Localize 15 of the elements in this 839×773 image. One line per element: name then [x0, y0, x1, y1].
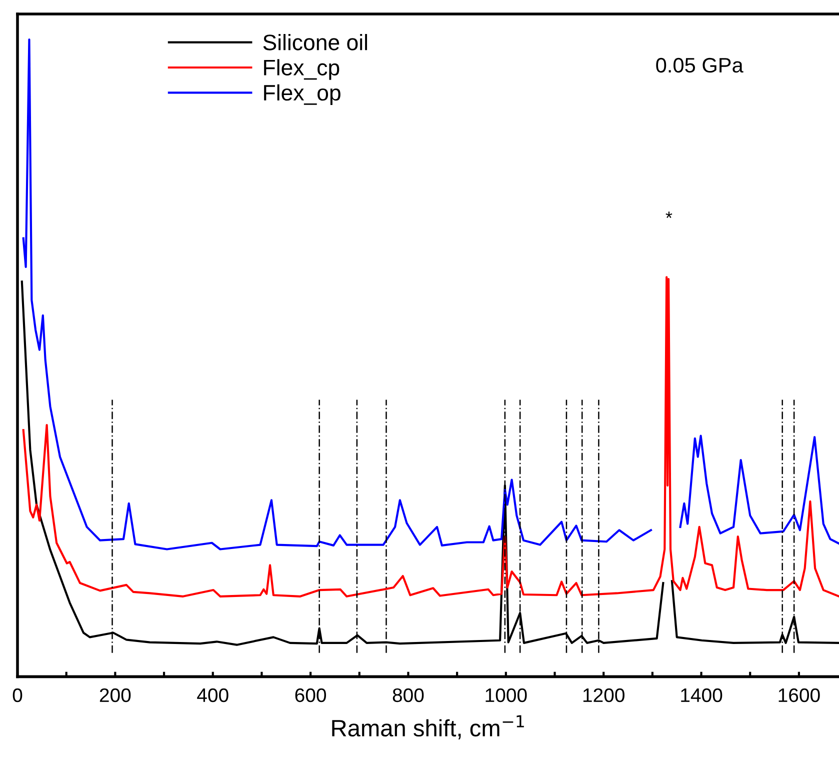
- legend-label: Flex_cp: [264, 59, 340, 80]
- legend-label: Flex_op: [264, 84, 340, 106]
- annotation: 0.05 GPa: [656, 58, 744, 73]
- x-tick-label: 1600: [778, 688, 820, 702]
- x-tick-label: 200: [100, 688, 131, 702]
- x-tick-label: 0: [12, 688, 22, 702]
- x-tick-label: 1200: [583, 688, 624, 702]
- x-tick-label: 600: [295, 688, 326, 702]
- x-axis-title: Raman shift, cm$^{−1}$: [332, 715, 524, 740]
- annotation: *: [666, 212, 672, 218]
- legend-label: Silicone oil: [263, 34, 368, 50]
- x-tick-label: 800: [392, 688, 424, 702]
- x-tick-label: 400: [197, 688, 228, 702]
- x-tick-label: 1400: [681, 688, 722, 702]
- x-tick-label: 1000: [486, 688, 527, 702]
